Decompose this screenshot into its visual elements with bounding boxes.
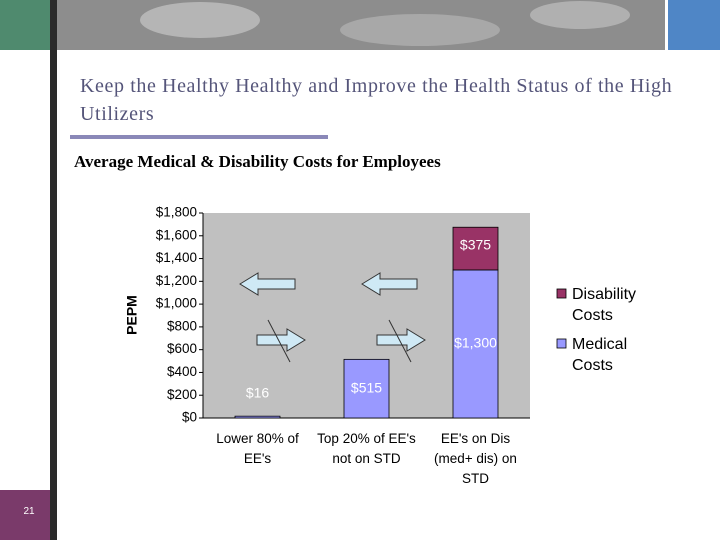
slide-title: Keep the Healthy Healthy and Improve the… (80, 75, 673, 125)
legend-swatch (556, 338, 567, 349)
corner-block (668, 0, 720, 50)
y-axis-label: PEPM (124, 295, 140, 335)
arrow-right (376, 328, 426, 352)
chart-title: Average Medical & Disability Costs for E… (74, 152, 441, 171)
y-tick-label: $1,000 (156, 296, 197, 311)
y-tick-label: $800 (167, 318, 197, 333)
bar-segment (234, 415, 281, 419)
divider (50, 0, 57, 540)
title-underline (70, 135, 328, 139)
strike (267, 319, 291, 363)
bar-segment (343, 358, 390, 419)
x-tick-label: EE's on Dis (med+ dis) on STD (434, 431, 517, 486)
arrow-left (361, 272, 418, 296)
banner-pattern (140, 2, 260, 38)
banner-pattern (340, 14, 500, 46)
data-label: $1,300 (454, 335, 497, 351)
x-tick-label: Top 20% of EE's not on STD (317, 431, 416, 466)
y-tick-label: $600 (167, 341, 197, 356)
bar-segment (452, 226, 499, 271)
legend-label: Medical Costs (572, 336, 628, 374)
y-tick-label: $400 (167, 364, 197, 379)
y-tick-label: $0 (182, 410, 197, 425)
data-label: $16 (246, 385, 270, 401)
arrow-left (239, 272, 296, 296)
x-tick-label: Lower 80% of EE's (216, 431, 299, 466)
y-tick-label: $200 (167, 387, 197, 402)
y-tick-label: $1,200 (156, 273, 197, 288)
corner-block (0, 0, 50, 50)
arrows (239, 272, 426, 363)
banner-pattern (530, 1, 630, 29)
y-tick-label: $1,400 (156, 250, 197, 265)
page-block (0, 490, 50, 540)
legend-swatch (556, 288, 567, 299)
y-tick-label: $1,800 (156, 205, 197, 220)
data-label: $515 (351, 379, 382, 395)
strike (388, 319, 412, 363)
y-tick-label: $1,600 (156, 227, 197, 242)
legend-label: Disability Costs (572, 286, 637, 324)
data-label: $375 (460, 237, 491, 253)
page-number: 21 (23, 506, 35, 517)
arrow-right (256, 328, 306, 352)
bar-segment (452, 269, 499, 419)
